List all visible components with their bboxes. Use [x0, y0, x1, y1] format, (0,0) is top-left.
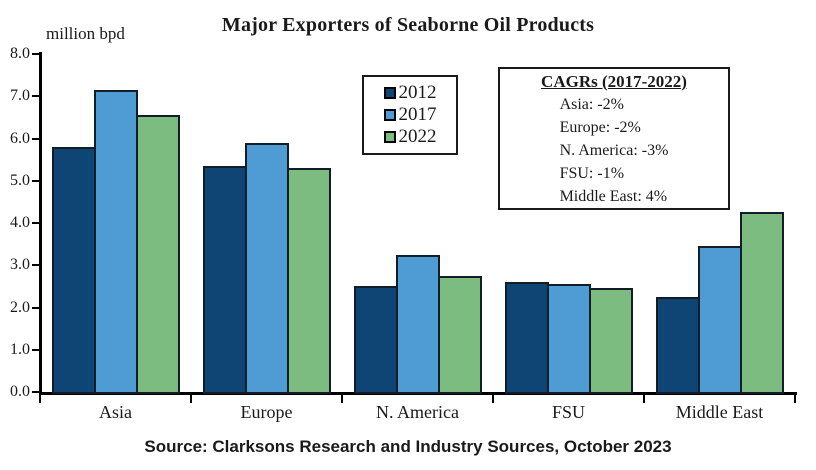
cagr-line: Europe: -2% [559, 118, 641, 136]
legend-label: 2012 [398, 82, 437, 103]
bar-asia-2012 [51, 146, 96, 394]
y-axis-tick-label: 2.0 [10, 298, 30, 316]
cagr-line: Asia: -2% [559, 95, 624, 113]
legend-label: 2017 [398, 104, 437, 125]
cagr-annotation-box: CAGRs (2017-2022) Asia: -2% Europe: -2% N.… [498, 67, 730, 210]
x-axis-tick [643, 395, 645, 403]
legend-item-2012: 2012 [383, 82, 437, 103]
category-label: Europe [240, 402, 293, 422]
bar-europe-2017 [244, 142, 289, 394]
bar-middle-east-2012 [655, 296, 700, 394]
bar-n-america-2017 [395, 254, 440, 394]
legend-item-2022: 2022 [383, 126, 437, 147]
y-axis-units-label: million bpd [46, 24, 125, 43]
bar-europe-2012 [202, 165, 247, 394]
x-axis-tick [492, 395, 494, 403]
legend-label: 2022 [398, 126, 437, 147]
y-axis-tick-label: 0.0 [10, 383, 30, 400]
bar-asia-2017 [93, 89, 138, 394]
legend-swatch-2012 [383, 87, 396, 99]
y-axis-tick [32, 348, 40, 351]
bar-fsu-2017 [546, 284, 591, 394]
cagr-line: N. America: -3% [559, 141, 669, 159]
bar-middle-east-2022 [739, 212, 784, 394]
y-axis-tick [32, 264, 40, 267]
legend-swatch-2022 [383, 131, 396, 143]
y-axis-tick-label: 8.0 [10, 45, 30, 62]
legend: 2012 2017 2022 [362, 75, 458, 155]
bar-europe-2022 [286, 168, 331, 394]
bar-n-america-2012 [353, 286, 398, 394]
y-axis-tick [32, 53, 40, 55]
bar-asia-2022 [135, 115, 180, 394]
category-label: N. America [376, 402, 459, 422]
y-axis-line [39, 52, 42, 394]
bar-middle-east-2017 [697, 246, 742, 394]
category-label: FSU [551, 402, 586, 422]
y-axis-tick-label: 5.0 [10, 171, 30, 189]
x-axis-tick [39, 395, 41, 403]
cagr-line: Middle East: 4% [559, 187, 668, 205]
y-axis-tick-label: 4.0 [10, 214, 30, 231]
y-axis-tick [32, 95, 40, 98]
y-axis-tick [32, 306, 40, 309]
legend-item-2017: 2017 [383, 104, 437, 125]
y-axis-tick [32, 391, 40, 393]
x-axis-tick [190, 395, 192, 403]
source-caption: Source: Clarksons Research and Industry … [144, 437, 672, 456]
y-axis-tick [32, 179, 40, 182]
bar-fsu-2012 [504, 282, 549, 394]
y-axis-tick [32, 137, 40, 140]
x-axis-tick [341, 395, 343, 403]
cagr-line: FSU: -1% [559, 164, 625, 182]
y-axis-tick [32, 222, 40, 224]
category-label: Asia [99, 402, 132, 422]
category-label: Middle East [675, 402, 764, 422]
legend-swatch-2017 [383, 109, 396, 121]
bar-fsu-2022 [588, 288, 633, 394]
chart-title: Major Exporters of Seaborne Oil Products [221, 14, 595, 36]
y-axis-tick-label: 7.0 [10, 87, 30, 105]
y-axis-tick-label: 3.0 [10, 256, 30, 274]
x-axis-tick [794, 395, 796, 403]
bar-n-america-2022 [437, 275, 482, 394]
y-axis-tick-label: 1.0 [10, 340, 30, 358]
cagr-title: CAGRs (2017-2022) [541, 71, 687, 91]
cagr-lines: Asia: -2% Europe: -2% N. America: -3% FSU: … [560, 93, 669, 208]
y-axis-tick-label: 6.0 [10, 129, 30, 147]
